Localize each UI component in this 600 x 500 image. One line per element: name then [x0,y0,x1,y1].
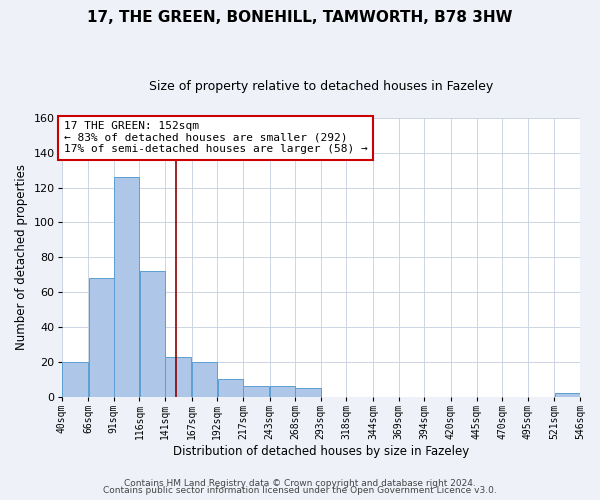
Text: 17, THE GREEN, BONEHILL, TAMWORTH, B78 3HW: 17, THE GREEN, BONEHILL, TAMWORTH, B78 3… [87,10,513,25]
Bar [270,386,295,397]
Bar [114,177,139,397]
Bar [295,388,320,397]
Bar [89,278,113,397]
Bar [243,386,269,397]
Bar [62,362,88,397]
Bar [192,362,217,397]
Bar [140,271,165,397]
Bar [554,394,580,397]
Title: Size of property relative to detached houses in Fazeley: Size of property relative to detached ho… [149,80,493,93]
Text: Contains public sector information licensed under the Open Government Licence v3: Contains public sector information licen… [103,486,497,495]
Bar [218,380,242,397]
Bar [166,356,191,397]
Text: Contains HM Land Registry data © Crown copyright and database right 2024.: Contains HM Land Registry data © Crown c… [124,478,476,488]
Y-axis label: Number of detached properties: Number of detached properties [15,164,28,350]
Text: 17 THE GREEN: 152sqm
← 83% of detached houses are smaller (292)
17% of semi-deta: 17 THE GREEN: 152sqm ← 83% of detached h… [64,122,367,154]
X-axis label: Distribution of detached houses by size in Fazeley: Distribution of detached houses by size … [173,444,469,458]
